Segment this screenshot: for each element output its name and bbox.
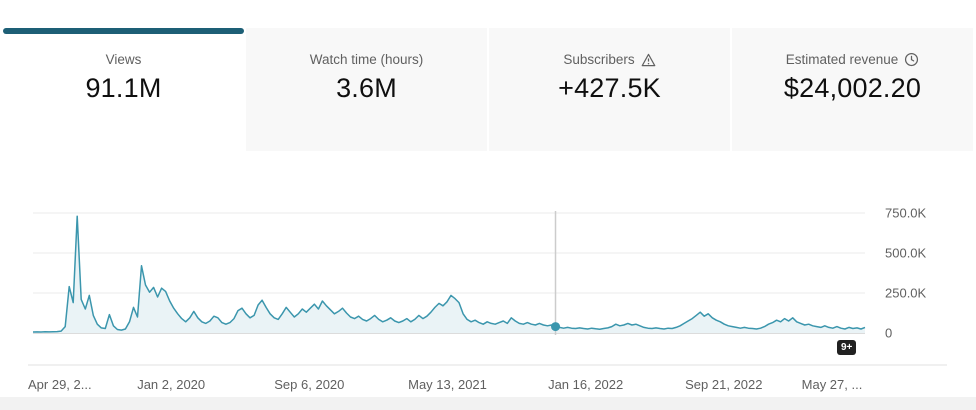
warning-icon[interactable] xyxy=(641,53,656,67)
tab-watch-time[interactable]: Watch time (hours) 3.6M xyxy=(246,28,487,151)
svg-text:Sep 21, 2022: Sep 21, 2022 xyxy=(685,377,762,392)
svg-text:250.0K: 250.0K xyxy=(885,286,927,301)
svg-text:Jan 2, 2020: Jan 2, 2020 xyxy=(137,377,205,392)
chart-marker-count-badge[interactable]: 9+ xyxy=(837,340,857,355)
svg-text:Sep 6, 2020: Sep 6, 2020 xyxy=(274,377,344,392)
tab-estimated-revenue-label: Estimated revenue xyxy=(785,52,899,67)
tab-subscribers-value: +427.5K xyxy=(558,73,661,103)
clock-icon[interactable] xyxy=(904,52,919,67)
tab-subscribers[interactable]: Subscribers +427.5K xyxy=(489,28,730,151)
tab-views-value: 91.1M xyxy=(85,73,162,103)
metric-tabs: Views 91.1M Watch time (hours) 3.6M Subs… xyxy=(3,28,973,151)
tab-views-label: Views xyxy=(105,52,142,67)
svg-text:Apr 29, 2...: Apr 29, 2... xyxy=(28,377,92,392)
svg-text:Jan 16, 2022: Jan 16, 2022 xyxy=(548,377,623,392)
tab-watch-time-value: 3.6M xyxy=(336,73,397,103)
svg-text:May 13, 2021: May 13, 2021 xyxy=(408,377,487,392)
tab-estimated-revenue[interactable]: Estimated revenue $24,002.20 xyxy=(732,28,973,151)
tab-views[interactable]: Views 91.1M xyxy=(3,28,244,151)
svg-text:500.0K: 500.0K xyxy=(885,246,927,261)
selected-tab-indicator xyxy=(3,28,244,34)
page-bottom-strip xyxy=(0,397,976,410)
tab-watch-time-label: Watch time (hours) xyxy=(309,52,424,67)
svg-text:May 27, ...: May 27, ... xyxy=(802,377,863,392)
svg-text:0: 0 xyxy=(885,326,892,341)
tab-subscribers-label: Subscribers xyxy=(563,52,635,67)
tab-estimated-revenue-value: $24,002.20 xyxy=(783,73,922,103)
svg-text:750.0K: 750.0K xyxy=(885,206,927,221)
